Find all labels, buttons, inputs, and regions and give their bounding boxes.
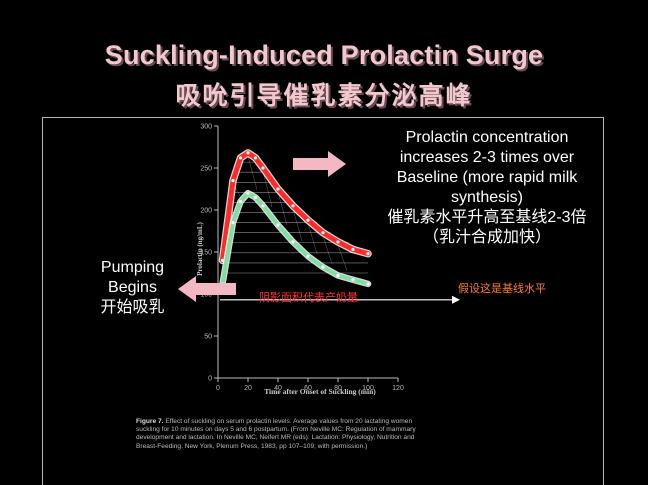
series-point: [231, 179, 235, 183]
slide-title-english: Suckling-Induced Prolactin Surge: [104, 40, 544, 70]
shade-diagonal-line: [277, 192, 288, 226]
series-point: [238, 156, 243, 160]
baseline-note: 假设这是基线水平: [458, 282, 546, 295]
series-point: [276, 187, 280, 191]
y-tick-label: 0: [208, 376, 212, 383]
shade-diagonal-line: [307, 223, 318, 254]
baseline-arrow: [220, 295, 460, 304]
caption-text: Effect of suckling on serum prolactin le…: [136, 418, 416, 450]
series-point: [351, 247, 355, 252]
y-tick-label: 50: [204, 334, 212, 341]
x-tick-label: 60: [304, 385, 312, 392]
shade-diagonal-line: [247, 156, 258, 190]
pumping-note-english: Pumping Begins: [100, 259, 165, 296]
series-point: [246, 191, 250, 195]
y-tick-label: 150: [200, 250, 212, 257]
pumping-note-chinese: 开始吸乳: [100, 299, 165, 316]
x-tick-label: 0: [216, 385, 220, 392]
chart-series: [218, 149, 372, 288]
arrow-right-icon: [293, 151, 346, 177]
series-point: [231, 221, 235, 225]
annotation-arrows: [178, 151, 346, 302]
series-point: [306, 218, 310, 222]
x-tick-label: 120: [392, 385, 404, 392]
x-tick-label: 40: [274, 385, 282, 392]
caption-label: Figure 7.: [136, 418, 164, 425]
series-point: [291, 204, 295, 208]
shaded-area-note: 阴影面积代表产奶量: [259, 291, 358, 304]
prolactin-note-english: Prolactin concentration increases 2-3 ti…: [396, 129, 578, 206]
shade-diagonal-line: [262, 171, 273, 207]
series-point: [306, 254, 310, 258]
series-point: [336, 273, 340, 278]
x-tick-label: 80: [334, 385, 342, 392]
series-point: [261, 166, 265, 170]
pumping-begins-note: Pumping Begins 开始吸乳: [85, 258, 180, 318]
figure-caption: Figure 7. Effect of suckling on serum pr…: [136, 418, 436, 451]
y-tick-label: 250: [200, 166, 212, 173]
y-axis-label: Prolactin (ng/mL): [196, 222, 204, 276]
series-point: [276, 223, 280, 227]
series-point: [238, 200, 243, 204]
arrow-left-icon: [178, 276, 236, 302]
series-point: [253, 156, 258, 160]
slide-title-chinese: 吸吮引导催乳素分泌高峰: [175, 81, 473, 110]
prolactin-note-chinese: 催乳素水平升高至基线2-3倍（乳汁合成加快）: [387, 209, 587, 246]
prolactin-increase-note: Prolactin concentration increases 2-3 ti…: [372, 128, 602, 248]
series-point: [366, 252, 370, 256]
series-point: [336, 240, 340, 244]
series-point: [291, 240, 295, 244]
x-axis-label: Time after Onset of Suckling (min): [264, 387, 376, 396]
series-point: [253, 195, 258, 199]
x-tick-label: 20: [244, 385, 252, 392]
series-point: [321, 265, 325, 269]
shade-diagonal-line: [337, 245, 348, 271]
series-point: [321, 231, 325, 235]
series-point: [366, 282, 370, 286]
x-tick-label: 100: [362, 385, 374, 392]
series-point: [246, 151, 250, 155]
series-point: [261, 204, 265, 208]
figure-frame: [42, 117, 604, 485]
milk-volume-shading: [222, 156, 368, 274]
y-tick-label: 300: [200, 124, 212, 131]
shade-diagonal-line: [292, 209, 303, 241]
baseline-arrowhead: [452, 295, 460, 304]
series-point: [351, 278, 355, 282]
shade-diagonal-line: [322, 235, 333, 264]
y-tick-label: 200: [200, 208, 212, 215]
